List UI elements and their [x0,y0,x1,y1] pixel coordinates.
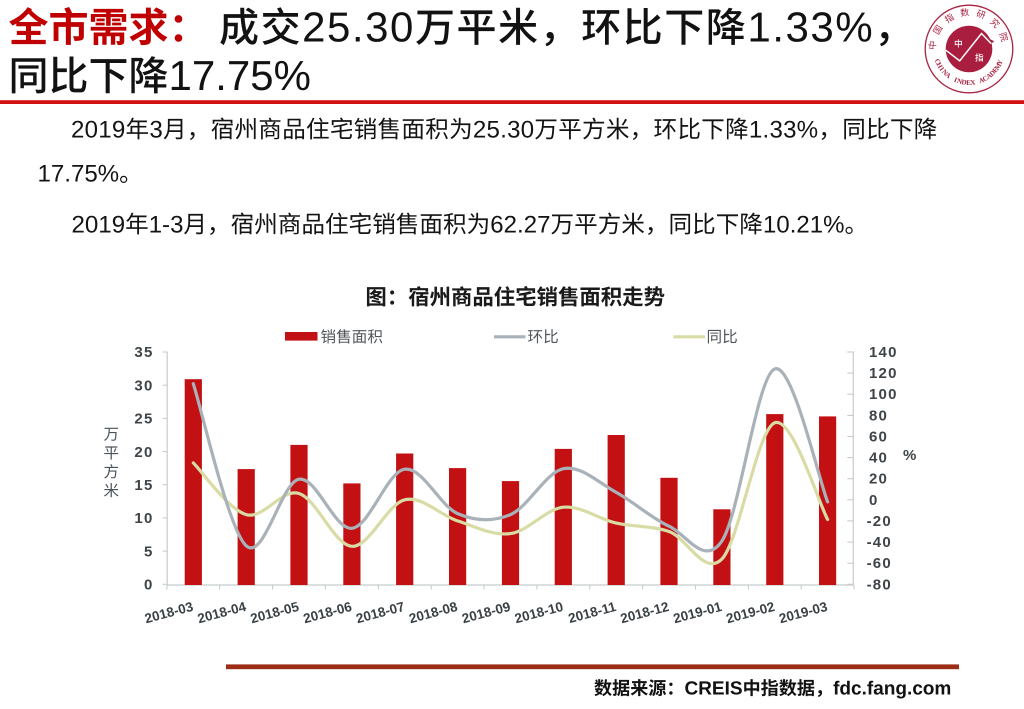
svg-text:A: A [943,71,952,80]
svg-text:140: 140 [869,344,898,361]
svg-text:Y: Y [995,59,1004,67]
svg-text:5: 5 [144,543,154,560]
svg-text:-20: -20 [867,513,892,530]
svg-text:A: A [978,76,986,85]
svg-text:20: 20 [869,471,888,488]
svg-text:120: 120 [869,365,898,382]
svg-text:80: 80 [869,407,888,424]
svg-text:E: E [991,65,1000,74]
svg-text:100: 100 [869,386,898,403]
svg-text:60: 60 [869,429,888,446]
svg-text:C: C [933,58,942,66]
svg-text:10: 10 [134,510,153,527]
svg-text:-80: -80 [867,576,892,593]
svg-text:M: M [993,61,1003,71]
svg-text:-40: -40 [867,534,892,551]
svg-text:D: D [961,78,967,87]
svg-text:C: C [981,74,989,83]
svg-text:N: N [940,68,949,77]
svg-text:%: % [903,447,916,464]
svg-text:0: 0 [869,492,879,509]
svg-text:35: 35 [134,344,153,361]
svg-text:N: N [956,77,963,86]
svg-text:E: E [966,79,971,87]
svg-text:H: H [935,61,945,70]
svg-text:X: X [970,78,976,87]
svg-text:25: 25 [134,411,153,428]
svg-text:15: 15 [134,477,153,494]
svg-text:I: I [938,66,946,73]
svg-text:I: I [953,76,959,85]
svg-text:-60: -60 [867,555,892,572]
svg-text:40: 40 [869,450,888,467]
svg-text:A: A [985,72,994,81]
svg-text:D: D [988,69,997,78]
svg-text:30: 30 [134,377,153,394]
svg-text:20: 20 [134,444,153,461]
svg-text:0: 0 [144,577,154,594]
